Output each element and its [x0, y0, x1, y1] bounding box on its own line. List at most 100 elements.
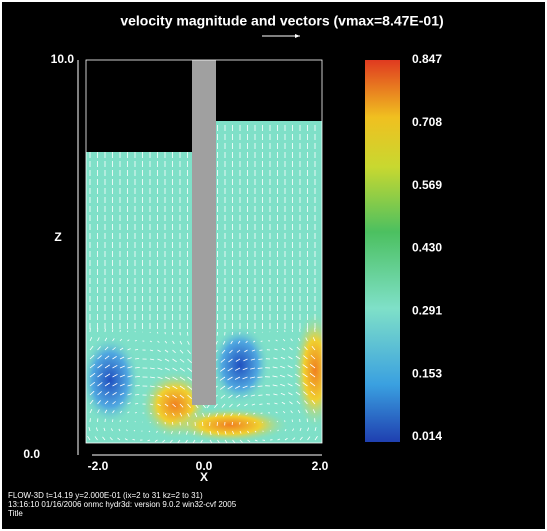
vector	[119, 401, 124, 405]
vector	[221, 403, 226, 408]
vector	[222, 412, 226, 417]
vector	[228, 358, 233, 363]
scale-arrowhead	[295, 34, 300, 38]
vector	[178, 430, 181, 435]
vector	[127, 357, 132, 360]
vector	[299, 427, 302, 432]
vector	[282, 338, 286, 342]
vector	[119, 374, 126, 378]
vector	[312, 409, 316, 414]
vector	[187, 412, 190, 417]
vector	[251, 349, 256, 352]
vector	[104, 337, 108, 342]
colorbar	[365, 60, 400, 442]
vector	[97, 355, 102, 360]
vector	[250, 385, 256, 388]
vector	[164, 340, 168, 344]
vector	[127, 375, 133, 378]
vector	[245, 412, 248, 416]
vector	[234, 376, 241, 380]
vector	[284, 429, 287, 432]
vector	[119, 365, 125, 369]
vector	[164, 367, 170, 371]
vector	[219, 385, 226, 390]
vector	[232, 439, 236, 443]
vector	[102, 436, 106, 441]
vector	[311, 346, 316, 351]
vector	[252, 412, 256, 415]
vector	[280, 356, 286, 360]
vector	[228, 394, 233, 399]
vector	[247, 430, 249, 434]
vector	[97, 346, 101, 351]
vector	[309, 363, 316, 369]
vector	[127, 411, 130, 414]
vector	[230, 340, 233, 345]
vector	[187, 403, 191, 408]
vector	[243, 358, 248, 362]
vector	[119, 338, 123, 342]
vector	[97, 337, 100, 342]
vector	[312, 337, 316, 342]
vector	[272, 384, 278, 387]
vector	[187, 367, 193, 372]
vector	[157, 385, 163, 388]
vector	[104, 391, 110, 396]
vector	[295, 364, 301, 369]
vector	[172, 412, 175, 417]
vector	[192, 439, 196, 443]
vector	[187, 349, 191, 354]
vector	[148, 430, 151, 433]
vector	[304, 400, 308, 405]
vector	[89, 354, 95, 360]
vector	[179, 340, 183, 345]
colorbar-label: 0.430	[412, 241, 442, 255]
vector	[220, 358, 226, 363]
vector	[149, 349, 154, 352]
vector	[250, 358, 256, 361]
vector	[251, 403, 256, 406]
vector	[297, 409, 301, 414]
vector	[302, 382, 308, 387]
vector	[227, 385, 233, 390]
vector	[310, 354, 316, 360]
vector	[164, 385, 170, 389]
vector	[162, 439, 166, 443]
vector	[303, 355, 308, 360]
vector	[307, 427, 309, 432]
vector	[89, 390, 95, 396]
vector	[112, 401, 116, 405]
vector	[184, 439, 188, 443]
vector	[295, 382, 301, 387]
vector	[288, 392, 293, 396]
vector	[243, 394, 248, 398]
vector	[193, 430, 196, 436]
vector	[302, 364, 308, 369]
vector	[296, 346, 301, 351]
vector	[280, 392, 286, 396]
vector	[157, 349, 161, 352]
vector	[164, 394, 170, 398]
vector	[94, 436, 98, 441]
vector	[235, 394, 241, 398]
footer-line: Title	[8, 509, 23, 518]
vector	[127, 339, 130, 342]
vector	[187, 340, 190, 345]
vector	[273, 357, 278, 360]
vector	[119, 410, 123, 414]
vector	[232, 430, 234, 435]
vector	[219, 367, 226, 372]
colorbar-label: 0.569	[412, 178, 442, 192]
vector	[163, 430, 166, 434]
vector	[169, 439, 173, 443]
vector	[134, 384, 140, 387]
vector	[109, 437, 113, 441]
vector	[199, 439, 203, 443]
vector	[296, 400, 301, 405]
vector	[295, 355, 301, 360]
high-speed-zone	[170, 407, 290, 443]
vector	[89, 336, 93, 342]
vector	[133, 430, 136, 432]
vector	[172, 385, 178, 390]
vector	[236, 349, 241, 353]
